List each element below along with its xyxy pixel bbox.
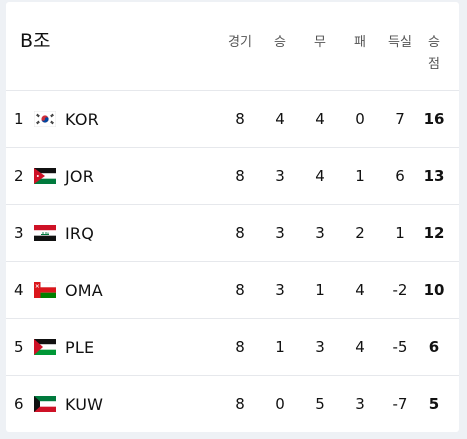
win-value: 3: [275, 224, 285, 242]
goal-diff-value: 1: [395, 224, 405, 242]
table-row[interactable]: 6 KUW 8 0 5 3 -7 5: [6, 376, 459, 433]
team-code[interactable]: IRQ: [65, 224, 95, 243]
table-row[interactable]: 4 OMA 8 3 1 4 -2 10: [6, 262, 459, 319]
loss-value: 0: [355, 110, 365, 128]
rank: 5: [14, 338, 24, 356]
loss-value: 1: [355, 167, 365, 185]
goal-diff-value: -5: [392, 338, 408, 356]
iraq-flag-icon: [34, 225, 56, 241]
team-code[interactable]: KUW: [65, 395, 104, 414]
loss-value: 2: [355, 224, 365, 242]
table-row[interactable]: 2 JOR 8 3 4 1 6 13: [6, 148, 459, 205]
header-played: 경기: [228, 35, 252, 50]
palestine-flag-icon: [34, 339, 56, 355]
rank: 4: [14, 281, 24, 299]
rank: 6: [14, 395, 24, 413]
points-value: 6: [428, 338, 440, 356]
header-points: 승 점: [414, 32, 454, 76]
header-loss: 패: [354, 35, 366, 50]
played-value: 8: [235, 338, 245, 356]
table-row[interactable]: 5 PLE 8 1 3 4 -5 6: [6, 319, 459, 376]
goal-diff-value: 6: [395, 167, 405, 185]
goal-diff-value: -2: [392, 281, 408, 299]
points-value: 16: [423, 110, 445, 128]
goal-diff-value: -7: [392, 395, 408, 413]
row-divider: [6, 147, 459, 148]
kuwait-flag-icon: [34, 396, 56, 412]
win-value: 3: [275, 281, 285, 299]
win-value: 4: [275, 110, 285, 128]
played-value: 8: [235, 110, 245, 128]
played-value: 8: [235, 395, 245, 413]
table-row[interactable]: 1 KOR 8 4 4 0 7 16: [6, 91, 459, 148]
team-code[interactable]: KOR: [65, 110, 99, 129]
header-draw: 무: [314, 35, 326, 50]
win-value: 3: [275, 167, 285, 185]
draw-value: 3: [315, 338, 325, 356]
draw-value: 5: [315, 395, 325, 413]
goal-diff-value: 7: [395, 110, 405, 128]
header-divider: [6, 90, 459, 91]
header-points-line1: 승: [428, 35, 440, 50]
played-value: 8: [235, 167, 245, 185]
loss-value: 4: [355, 281, 365, 299]
jordan-flag-icon: [34, 168, 56, 184]
row-divider: [6, 318, 459, 319]
team-code[interactable]: OMA: [65, 281, 103, 300]
win-value: 0: [275, 395, 285, 413]
played-value: 8: [235, 281, 245, 299]
rank: 2: [14, 167, 24, 185]
header-points-line2: 점: [428, 57, 440, 72]
team-code[interactable]: PLE: [65, 338, 95, 357]
row-divider: [6, 261, 459, 262]
group-title: B조: [20, 30, 51, 52]
played-value: 8: [235, 224, 245, 242]
loss-value: 3: [355, 395, 365, 413]
points-value: 5: [428, 395, 440, 413]
loss-value: 4: [355, 338, 365, 356]
standings-card: B조 경기 승 무 패 득실 승 점 1 KOR 8 4 4 0 7 16: [6, 2, 459, 432]
rank: 1: [14, 110, 24, 128]
row-divider: [6, 204, 459, 205]
points-value: 12: [423, 224, 445, 242]
table-row[interactable]: 3 IRQ 8 3 3 2 1 12: [6, 205, 459, 262]
rank: 3: [14, 224, 24, 242]
header-goal-diff: 득실: [388, 35, 412, 50]
row-divider: [6, 375, 459, 376]
draw-value: 3: [315, 224, 325, 242]
korea-flag-icon: [34, 111, 56, 127]
points-value: 13: [423, 167, 445, 185]
points-value: 10: [423, 281, 445, 299]
draw-value: 1: [315, 281, 325, 299]
header-win: 승: [274, 35, 286, 50]
win-value: 1: [275, 338, 285, 356]
draw-value: 4: [315, 110, 325, 128]
draw-value: 4: [315, 167, 325, 185]
team-code[interactable]: JOR: [65, 167, 95, 186]
oman-flag-icon: [34, 282, 56, 298]
